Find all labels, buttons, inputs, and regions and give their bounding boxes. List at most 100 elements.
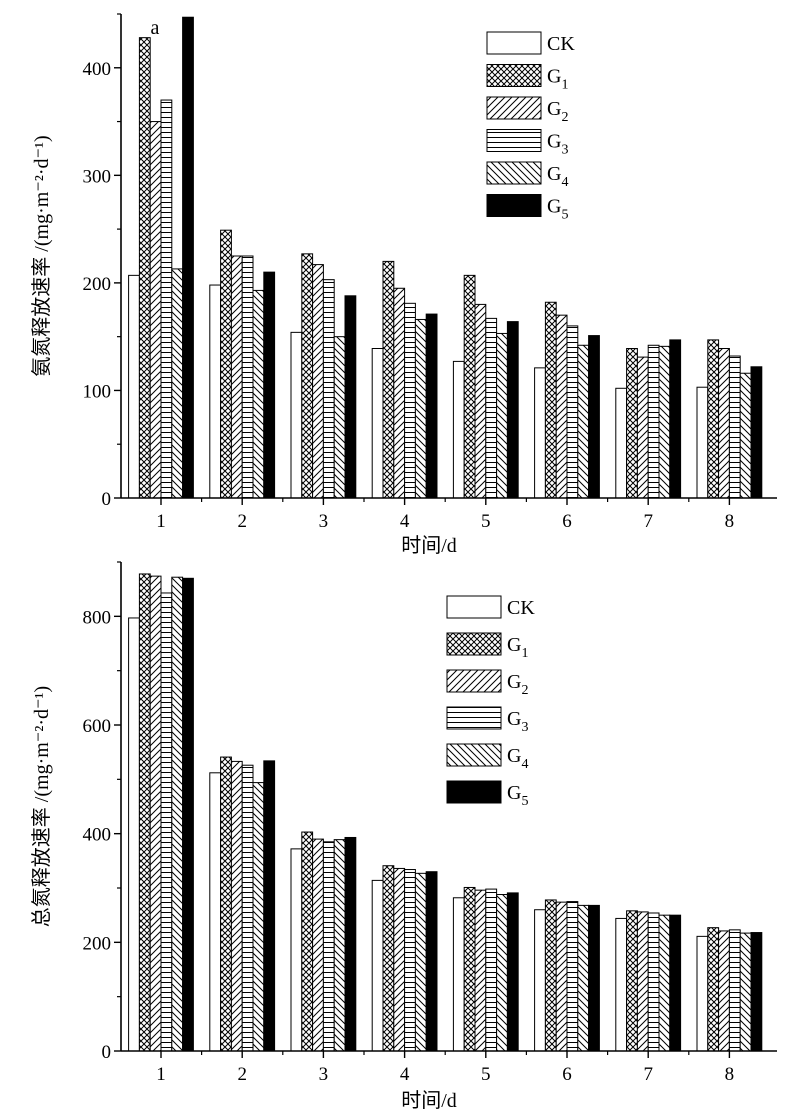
bar-G1-7 [626, 348, 638, 499]
x-tick-label: 2 [237, 1064, 247, 1085]
bar-G1-3 [301, 253, 314, 499]
bar-G2-4 [393, 867, 406, 1052]
bar-G1-2 [220, 756, 232, 1052]
legend-label-G1: G1 [507, 634, 528, 661]
legend-label-CK: CK [507, 597, 535, 619]
legend-swatch-G1 [486, 64, 542, 87]
x-tick-label: 7 [643, 1064, 653, 1085]
bar-G5-7 [669, 339, 682, 499]
bar-G4-7 [658, 914, 671, 1052]
legend-label-G4: G4 [547, 163, 568, 190]
bar-G5-4 [425, 871, 438, 1052]
bar-G3-5 [485, 888, 498, 1052]
bar-G4-1 [171, 268, 184, 499]
bar-G4-2 [252, 289, 265, 499]
bar-G2-2 [230, 760, 243, 1052]
bar-G5-8 [750, 366, 763, 499]
bar-CK-1 [128, 617, 140, 1052]
total-nitrogen-release-chart: 0 200 400 600 800 1 2 3 4 5 6 7 8 时间/d 总氮释放速率 /(mg·m⁻²… [30, 561, 777, 1112]
legend-swatch-G4 [446, 743, 502, 767]
legend: CK G1 G2 G3 G4 G5 [486, 31, 575, 223]
bar-G4-7 [658, 345, 671, 499]
bar-G5-3 [344, 295, 357, 499]
bar-G1-1 [138, 37, 151, 499]
bar-G3-5 [485, 317, 498, 499]
bar-G3-1 [160, 592, 173, 1052]
legend-label-G4: G4 [507, 745, 528, 772]
bar-G3-6 [566, 901, 579, 1052]
x-tick-label: 3 [319, 1064, 329, 1085]
x-tick-label: 7 [643, 511, 653, 532]
bar-CK-5 [452, 897, 465, 1052]
bar-G5-4 [425, 313, 438, 499]
bar-G4-8 [739, 932, 752, 1052]
legend-swatch-G5 [486, 194, 542, 217]
legend-label-G2: G2 [507, 671, 528, 698]
bar-G5-1 [182, 16, 194, 499]
y-axis-title: 氨氮释放速率 /(mg·m⁻²·d⁻¹) [30, 135, 53, 376]
bar-CK-8 [696, 935, 709, 1052]
y-tick-label: 800 [83, 607, 112, 628]
bar-G1-8 [707, 339, 720, 499]
bar-G1-8 [707, 927, 720, 1052]
bar-G1-5 [463, 274, 476, 499]
bar-G4-5 [496, 332, 508, 499]
bar-G1-4 [382, 865, 395, 1052]
bar-G2-5 [474, 889, 487, 1052]
bar-G2-3 [312, 838, 324, 1052]
bar-G5-6 [588, 904, 600, 1052]
bar-G4-3 [333, 839, 346, 1052]
bar-G4-5 [496, 894, 508, 1052]
x-tick-label: 4 [400, 511, 410, 532]
legend-label-G2: G2 [547, 98, 568, 125]
bar-G1-3 [301, 831, 314, 1052]
bar-G5-8 [750, 932, 763, 1052]
y-tick-label: 0 [102, 489, 112, 510]
bar-G1-7 [626, 910, 638, 1052]
legend-label-G3: G3 [507, 708, 528, 735]
legend-swatch-CK [486, 31, 542, 55]
legend-label-G5: G5 [507, 782, 528, 809]
bar-G1-5 [463, 886, 476, 1052]
x-tick-label: 8 [725, 511, 735, 532]
y-tick-label: 0 [102, 1042, 112, 1063]
x-tick-label: 2 [237, 511, 247, 532]
bar-G3-8 [728, 929, 741, 1052]
bar-CK-1 [128, 274, 140, 499]
bar-CK-2 [209, 284, 222, 499]
bar-CK-5 [452, 360, 465, 499]
bar-G1-6 [544, 899, 557, 1052]
bar-G3-8 [728, 355, 741, 499]
bar-G5-7 [669, 914, 682, 1052]
legend: CK G1 G2 G3 G4 G5 [446, 595, 535, 809]
bar-G2-4 [393, 287, 406, 499]
x-tick-label: 5 [481, 1064, 491, 1085]
y-tick-label: 200 [83, 274, 112, 295]
y-tick-label: 400 [83, 825, 112, 846]
x-axis-title: 时间/d [401, 1089, 457, 1112]
bar-G3-1 [160, 99, 173, 499]
bar-G2-1 [149, 575, 162, 1052]
legend-swatch-G3 [446, 706, 502, 730]
y-tick-label: 600 [83, 716, 112, 737]
bar-G1-6 [544, 301, 557, 499]
bar-CK-2 [209, 772, 222, 1052]
bar-G3-4 [404, 869, 416, 1052]
legend-swatch-G1 [446, 632, 502, 656]
bar-G2-7 [636, 911, 649, 1052]
bar-G2-3 [312, 264, 324, 499]
bar-G1-2 [220, 229, 232, 499]
bar-G4-2 [252, 782, 265, 1052]
x-tick-label: 6 [562, 511, 572, 532]
bar-G4-8 [739, 372, 752, 499]
legend-swatch-G2 [486, 96, 542, 120]
y-tick-label: 200 [83, 933, 112, 954]
bar-G4-6 [577, 344, 590, 499]
bar-G5-1 [182, 577, 194, 1052]
bar-G3-7 [647, 344, 660, 499]
bar-CK-3 [290, 848, 303, 1052]
bar-CK-4 [371, 348, 384, 499]
legend-label-CK: CK [547, 33, 575, 55]
legend-label-G5: G5 [547, 196, 568, 223]
x-tick-label: 5 [481, 511, 491, 532]
